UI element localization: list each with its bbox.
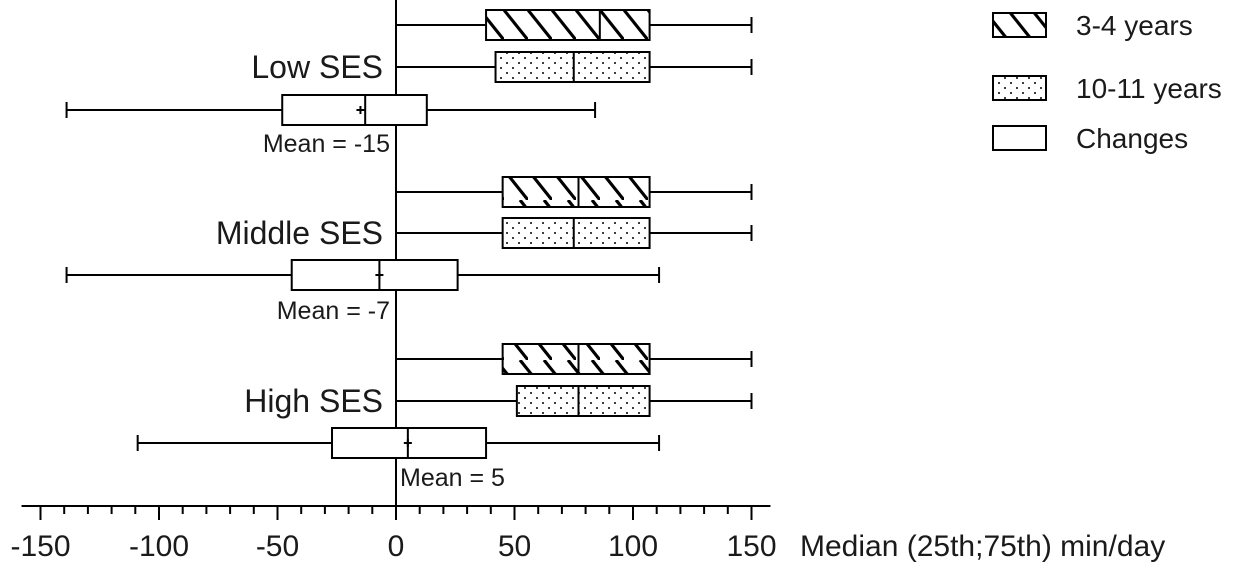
box-10-11-years: [395, 51, 753, 83]
box-group: Middle SES Mean = -7: [65, 176, 753, 325]
legend-label: Changes: [1076, 123, 1188, 154]
box-3-4-years: [395, 9, 753, 41]
box-changes: [136, 427, 661, 459]
legend-swatch: [992, 12, 1047, 38]
legend-label: 3-4 years: [1076, 10, 1193, 41]
box-3-4-years: [395, 176, 753, 208]
group-label: Low SES: [251, 49, 383, 85]
legend-swatch: [992, 75, 1047, 101]
x-tick-label: 150: [726, 530, 776, 563]
legend: 3-4 years 10-11 years Changes: [992, 10, 1222, 154]
legend-item: 10-11 years: [992, 73, 1222, 104]
x-axis-label: Median (25th;75th) min/day: [800, 530, 1165, 563]
mean-label: Mean = -7: [277, 297, 390, 325]
x-tick-label: -100: [129, 530, 189, 563]
box-iqr: [501, 343, 651, 375]
group-label: Middle SES: [216, 215, 383, 251]
box-changes: [65, 94, 597, 126]
plot-area: Low SES Mean = -15 Middle SES Mean = -7 High…: [65, 0, 753, 506]
box-group: High SES Mean = 5: [136, 343, 753, 492]
box-iqr: [501, 176, 651, 208]
x-axis: -150 -100 -50 0 50 100 150: [10, 505, 777, 563]
box-changes: [65, 259, 661, 291]
box-10-11-years: [395, 217, 753, 249]
legend-item: Changes: [992, 123, 1188, 154]
box-group: Low SES Mean = -15: [65, 9, 753, 158]
box-iqr: [494, 51, 651, 83]
mean-label: Mean = 5: [400, 464, 505, 492]
box-iqr: [290, 259, 459, 291]
mean-label: Mean = -15: [263, 130, 390, 158]
box-iqr: [281, 94, 428, 126]
x-tick-label: -150: [10, 530, 70, 563]
legend-item: 3-4 years: [992, 10, 1193, 41]
box-10-11-years: [395, 385, 753, 417]
x-tick-label: 50: [498, 530, 531, 563]
box-iqr: [515, 385, 651, 417]
x-tick-label: 100: [608, 530, 658, 563]
box-iqr: [501, 217, 651, 249]
box-3-4-years: [395, 343, 753, 375]
legend-label: 10-11 years: [1076, 73, 1222, 104]
box-iqr: [485, 9, 651, 41]
legend-swatch: [992, 125, 1047, 151]
group-label: High SES: [244, 383, 383, 419]
x-tick-label: -50: [256, 530, 299, 563]
x-tick-label: 0: [388, 530, 405, 563]
